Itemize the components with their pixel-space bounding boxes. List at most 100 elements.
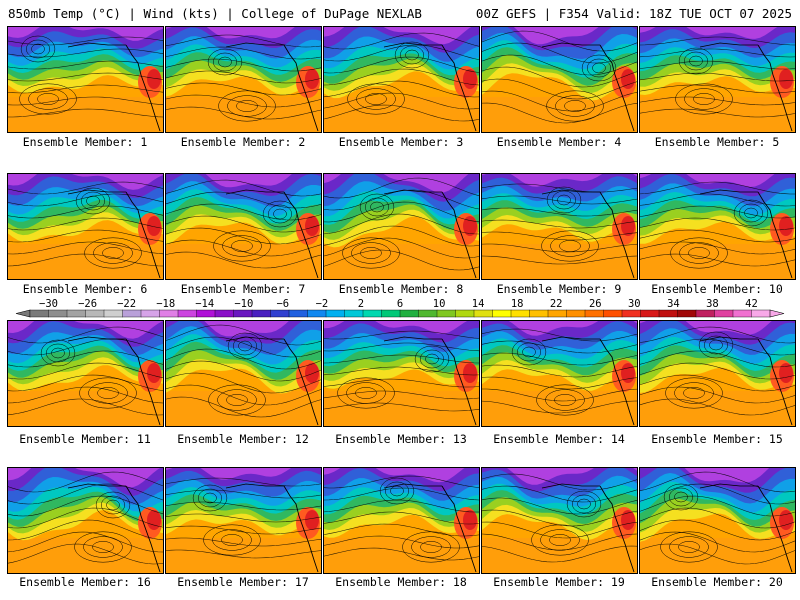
colorbar-tick-label: −30 [39,298,58,310]
colorbar-swatch [658,309,678,318]
colorbar-swatch [473,309,493,318]
ensemble-member-label: Ensemble Member: 1 [22,135,148,149]
colorbar-swatch [732,309,752,318]
colorbar-swatch [29,309,49,318]
colorbar-tick-label: 2 [358,298,364,310]
ensemble-member-map [481,173,638,280]
ensemble-member-map [481,26,638,133]
colorbar-swatch [159,309,179,318]
ensemble-member-label: Ensemble Member: 6 [22,282,148,296]
colorbar-tick-label: 22 [550,298,563,310]
colorbar-swatch [362,309,382,318]
ensemble-member-map [639,320,796,427]
ensemble-member-map [639,467,796,574]
colorbar-swatch [510,309,530,318]
colorbar-tick-label: −10 [234,298,253,310]
ensemble-member-label: Ensemble Member: 18 [335,575,467,589]
colorbar-tick-label: 34 [667,298,680,310]
colorbar-swatch [233,309,253,318]
ensemble-member-map [7,173,164,280]
ensemble-member-map [639,26,796,133]
colorbar-tick-label: −14 [195,298,214,310]
colorbar-swatch [547,309,567,318]
ensemble-member-map [165,173,322,280]
ensemble-member-map [323,467,480,574]
ensemble-member-map [323,26,480,133]
ensemble-member-label: Ensemble Member: 14 [493,432,625,446]
colorbar-swatch [344,309,364,318]
colorbar-swatch [436,309,456,318]
ensemble-member-map [639,173,796,280]
colorbar-tick-label: −26 [78,298,97,310]
colorbar-tick-label: 18 [511,298,524,310]
colorbar-swatch [603,309,623,318]
colorbar-tick-label: −2 [316,298,329,310]
colorbar-tick-label: −18 [156,298,175,310]
colorbar-swatch [455,309,475,318]
colorbar-right-arrow [769,309,785,318]
ensemble-member-label: Ensemble Member: 8 [338,282,464,296]
ensemble-member-map [7,26,164,133]
ensemble-member-label: Ensemble Member: 16 [19,575,151,589]
colorbar-swatch [288,309,308,318]
ensemble-member-map [165,26,322,133]
colorbar-swatch [621,309,641,318]
colorbar-swatch [270,309,290,318]
colorbar-tick-label: 42 [745,298,758,310]
colorbar-swatch [381,309,401,318]
colorbar-swatch [492,309,512,318]
ensemble-member-label: Ensemble Member: 13 [335,432,467,446]
ensemble-member-map [481,320,638,427]
colorbar-left-arrow [15,309,31,318]
colorbar-swatch [695,309,715,318]
colorbar-tick-label: 14 [472,298,485,310]
colorbar-tick-label: −6 [276,298,289,310]
ensemble-member-label: Ensemble Member: 20 [651,575,783,589]
colorbar-swatch [103,309,123,318]
colorbar-tick-label: −22 [117,298,136,310]
colorbar-swatch [529,309,549,318]
colorbar-swatch [399,309,419,318]
colorbar-tick-label: 30 [628,298,641,310]
colorbar-swatch [751,309,771,318]
ensemble-member-label: Ensemble Member: 10 [651,282,783,296]
colorbar-swatch [307,309,327,318]
colorbar-swatch [584,309,604,318]
colorbar-swatch [251,309,271,318]
temperature-colorbar: −30 −26 −22 −18 −14 −10 −6 −2 2 6 10 14 18 22 26 30 34 38… [15,298,785,318]
colorbar-swatch [85,309,105,318]
colorbar-tick-label: 38 [706,298,719,310]
ensemble-member-label: Ensemble Member: 17 [177,575,309,589]
ensemble-member-map [323,320,480,427]
map-title: 850mb Temp (°C) | Wind (kts) | College o… [8,6,422,21]
colorbar-tick-label: 10 [433,298,446,310]
colorbar-swatch [48,309,68,318]
colorbar-tick-label: 6 [397,298,403,310]
colorbar-swatch [677,309,697,318]
ensemble-member-map [7,320,164,427]
ensemble-member-label: Ensemble Member: 2 [180,135,306,149]
ensemble-member-label: Ensemble Member: 11 [19,432,151,446]
ensemble-member-map [7,467,164,574]
ensemble-member-label: Ensemble Member: 4 [496,135,622,149]
colorbar-swatch [640,309,660,318]
colorbar-swatch [177,309,197,318]
colorbar-swatch [418,309,438,318]
ensemble-member-label: Ensemble Member: 15 [651,432,783,446]
colorbar-swatch [714,309,734,318]
colorbar-swatch [196,309,216,318]
colorbar-swatch [214,309,234,318]
colorbar-tick-label: 26 [589,298,602,310]
colorbar-swatch [122,309,142,318]
ensemble-member-map [323,173,480,280]
colorbar-swatch [140,309,160,318]
ensemble-member-label: Ensemble Member: 5 [654,135,780,149]
ensemble-member-label: Ensemble Member: 9 [496,282,622,296]
model-run-info: 00Z GEFS | F354 Valid: 18Z TUE OCT 07 20… [475,6,792,21]
ensemble-member-map [481,467,638,574]
ensemble-member-map [165,320,322,427]
ensemble-member-map [165,467,322,574]
ensemble-member-label: Ensemble Member: 3 [338,135,464,149]
colorbar-swatch [66,309,86,318]
colorbar-swatch [325,309,345,318]
